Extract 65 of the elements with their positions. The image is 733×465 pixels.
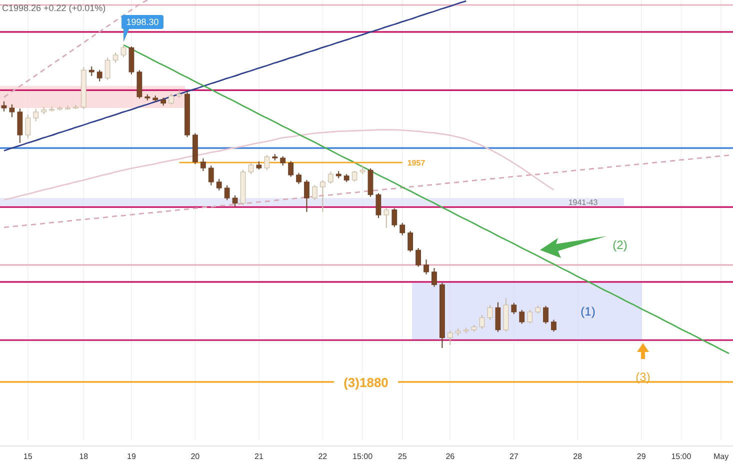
band-label: 1941-43: [568, 198, 598, 207]
x-tick-label: 28: [573, 452, 583, 461]
candlestick: [216, 178, 222, 191]
candlestick: [511, 302, 517, 315]
x-tick-label: 29: [636, 452, 646, 461]
x-tick-label: 25: [398, 452, 408, 461]
candlestick: [208, 165, 214, 186]
candlestick: [25, 114, 31, 139]
series-label: 1957: [407, 158, 426, 168]
candlestick: [288, 160, 294, 178]
candlestick: [120, 44, 126, 58]
candlestick: [519, 309, 525, 324]
x-tick-label: 26: [446, 452, 456, 461]
candlestick: [296, 172, 302, 185]
text: (3): [636, 370, 650, 384]
candlestick: [312, 184, 318, 201]
candlestick: [479, 314, 485, 330]
candlestick: [304, 179, 310, 212]
candlestick: [527, 309, 533, 324]
candlestick: [408, 230, 414, 252]
x-tick-label: 22: [318, 452, 328, 461]
candlestick: [224, 184, 230, 201]
candlestick: [9, 104, 15, 118]
candlestick: [280, 156, 286, 166]
x-tick-label: 19: [127, 452, 136, 461]
candlestick: [551, 319, 556, 332]
band-label: (1): [580, 304, 596, 318]
candlestick: [88, 66, 94, 76]
candlestick: [168, 93, 174, 105]
candlestick: [1, 100, 7, 112]
candlestick: [112, 52, 118, 64]
candlestick: [320, 180, 326, 212]
x-tick-label: 21: [254, 452, 264, 461]
candlestick: [248, 162, 254, 175]
candlestick: [200, 158, 206, 172]
candlestick: [543, 305, 548, 324]
candlestick: [432, 268, 437, 288]
candlestick: [328, 171, 334, 184]
candlestick: [384, 207, 390, 229]
text: (3)1880: [344, 375, 388, 390]
candlestick: [264, 154, 270, 171]
text: C1998.26 +0.22 (+0.01%): [2, 3, 106, 13]
x-tick-label: May: [713, 452, 729, 461]
annotation: (2): [612, 238, 628, 252]
candlestick: [424, 259, 429, 275]
x-tick-label: 15:00: [352, 452, 374, 461]
candlestick: [416, 248, 421, 268]
candlestick: [33, 108, 39, 122]
candlestick: [352, 170, 358, 182]
candlestick: [376, 192, 382, 219]
x-tick-label: 15: [23, 452, 33, 461]
candlestick: [232, 194, 238, 207]
candlestick: [400, 222, 406, 236]
text: 1998.30: [126, 17, 159, 27]
candlestick: [447, 330, 453, 346]
x-tick-label: 15:00: [671, 452, 692, 461]
x-tick-label: 20: [190, 452, 200, 461]
candlestick: [104, 57, 110, 81]
x-tick-label: 27: [509, 452, 519, 461]
candlestick: [17, 108, 23, 144]
candlestick: [392, 208, 398, 228]
candlestick: [487, 304, 493, 320]
candlestick: [96, 69, 102, 82]
candlestick: [495, 302, 501, 332]
x-tick-label: 18: [79, 452, 89, 461]
